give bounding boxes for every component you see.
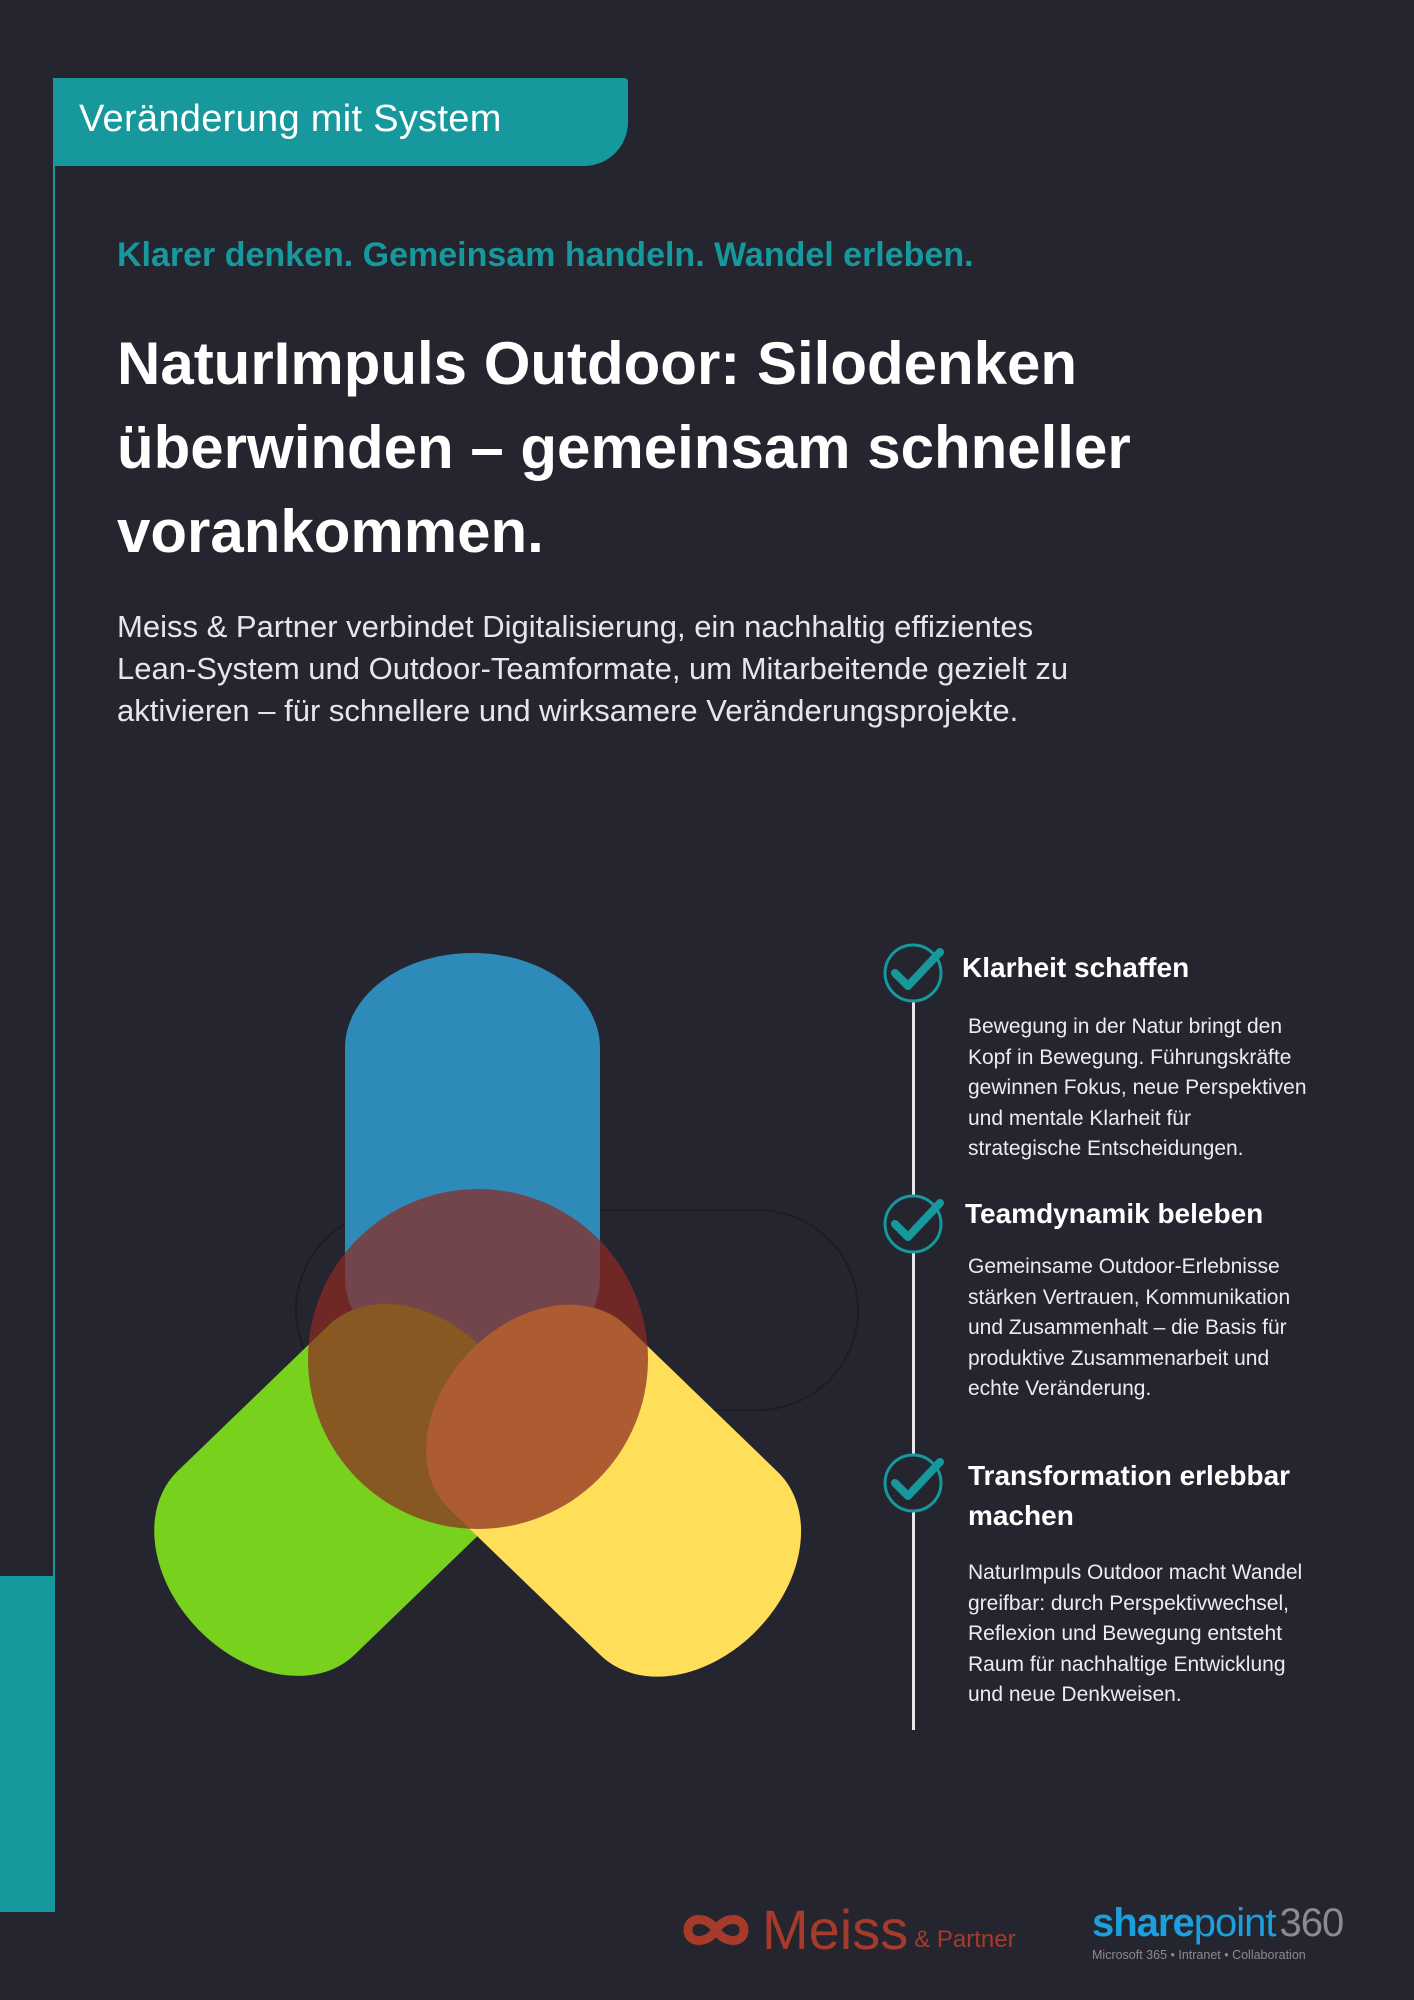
timeline-item-body: Gemeinsame Outdoor-Erlebnisse stärken Ver… <box>968 1255 1291 1400</box>
timeline-item-title: Transformation erlebbar machen <box>968 1460 1291 1531</box>
timeline-line <box>912 970 915 1730</box>
title-line: NaturImpuls Outdoor: Silodenken <box>117 330 1078 397</box>
timeline-item-body: Bewegung in der Natur bringt den Kopf in … <box>968 1015 1307 1160</box>
sharepoint360-logo: sharepoint 360 Microsoft 365 • Intranet •… <box>1092 1901 1344 1962</box>
center-circle <box>308 1189 648 1529</box>
check-circle-icon <box>883 1194 944 1254</box>
tagline: Klarer denken. Gemeinsam handeln. Wandel… <box>117 236 974 274</box>
intro-paragraph: Meiss & Partner verbindet Digitalisierun… <box>117 606 1337 732</box>
meiss-logo-suffix: & Partner <box>914 1926 1016 1953</box>
three-pillar-graphic <box>154 953 859 1677</box>
intro-line: aktivieren – für schnellere und wirksame… <box>117 693 1019 728</box>
timeline-item-title: Teamdynamik beleben <box>965 1198 1264 1229</box>
page-title: NaturImpuls Outdoor: Silodenken überwind… <box>117 322 1317 574</box>
meiss-logo-name: Meiss <box>762 1898 909 1961</box>
title-line: vorankommen. <box>117 498 544 565</box>
timeline-item-body: NaturImpuls Outdoor macht Wandel greifbar… <box>968 1561 1303 1706</box>
infinity-icon <box>683 1915 749 1945</box>
section-tab: Veränderung mit System <box>53 78 628 166</box>
meiss-partner-logo: Meiss & Partner <box>680 1900 1016 1960</box>
accent-line <box>53 166 55 1576</box>
accent-bar <box>0 1576 55 1912</box>
intro-line: Meiss & Partner verbindet Digitalisierun… <box>117 609 1034 644</box>
check-circle-icon <box>883 943 944 1003</box>
section-tab-label: Veränderung mit System <box>79 98 502 140</box>
check-circle-icon <box>883 1453 944 1513</box>
timeline-item-title: Klarheit schaffen <box>962 952 1190 983</box>
sharepoint-tagline: Microsoft 365 • Intranet • Collaboration <box>1092 1948 1306 1962</box>
title-line: überwinden – gemeinsam schneller <box>117 414 1131 481</box>
intro-line: Lean-System und Outdoor-Teamformate, um … <box>117 651 1069 686</box>
